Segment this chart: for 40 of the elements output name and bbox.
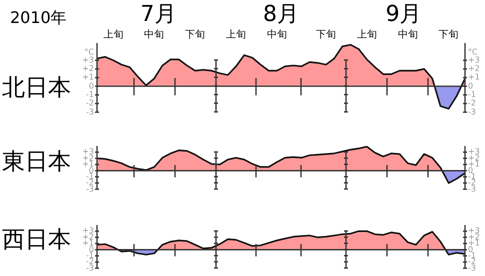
y2-tick-label: 0 — [468, 244, 474, 254]
x-tick-label: 上旬 — [226, 28, 246, 41]
y-tick-label: +1 — [82, 72, 94, 82]
text: 9月 — [386, 2, 422, 28]
y-tick-label: -3 — [86, 263, 94, 272]
y-tick-label: -1 — [86, 90, 94, 99]
text: 8月 — [263, 2, 299, 28]
x-tick-label: 下旬 — [316, 28, 336, 41]
y-tick-label: 0 — [88, 244, 94, 254]
y-tick-label: -3 — [86, 184, 94, 194]
y2-tick-label: -3 — [468, 184, 476, 194]
x-tick-label: 下旬 — [185, 28, 206, 41]
y-tick-label: -2 — [86, 98, 94, 108]
y2-tick-label: -3 — [468, 107, 476, 116]
y-tick-label: -3 — [86, 107, 94, 116]
x-tick-label: 中旬 — [266, 28, 287, 41]
x-tick-label: 下旬 — [438, 28, 459, 41]
y-tick-label: +2 — [82, 64, 94, 74]
text: 2010年 — [10, 8, 67, 28]
y2-axis-title: °C — [468, 47, 478, 56]
y2-tick-label: -2 — [468, 98, 476, 108]
y-axis-title: °C — [84, 47, 94, 56]
chart-title: 西日本 — [2, 226, 71, 254]
text: 7月 — [140, 2, 176, 28]
y2-tick-label: +3 — [468, 55, 480, 64]
x-tick-label: 上旬 — [356, 28, 377, 41]
y2-tick-label: -3 — [468, 263, 476, 272]
chart-title: 東日本 — [2, 148, 71, 176]
y2-tick-label: 0 — [468, 166, 474, 175]
x-tick-label: 中旬 — [144, 28, 164, 41]
y2-tick-label: -1 — [468, 90, 476, 99]
y-tick-label: 0 — [88, 81, 94, 90]
text: 北日本 — [2, 74, 71, 102]
x-tick-label: 上旬 — [103, 28, 124, 41]
y-tick-label: +3 — [82, 55, 94, 64]
y2-tick-label: 0 — [468, 81, 474, 90]
x-tick-label: 中旬 — [398, 28, 418, 41]
y2-tick-label: +1 — [468, 72, 480, 82]
y-tick-label: 0 — [88, 166, 94, 175]
y2-tick-label: +2 — [468, 64, 480, 74]
